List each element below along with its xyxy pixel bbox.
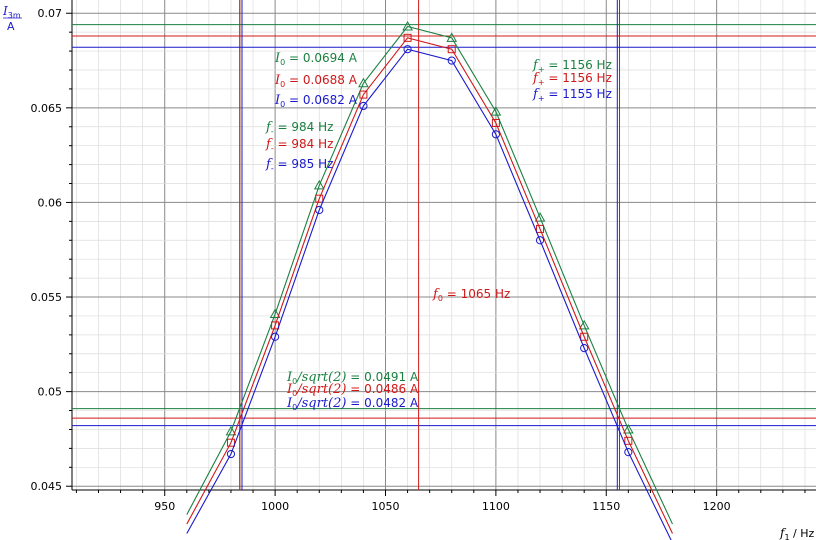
- data-point: [491, 130, 500, 139]
- data-point: [403, 33, 412, 42]
- svg-text:f1 / Hz: f1 / Hz: [779, 526, 815, 540]
- data-point: [447, 45, 456, 54]
- data-point: [446, 32, 458, 42]
- data-point: [578, 319, 590, 330]
- x-axis-label: f1 / Hz: [779, 526, 815, 540]
- i0-annotation: I0 = 0.0688 A: [274, 73, 358, 89]
- tick-labels: 950 1000 1050 1100 1150 1200 0.045 0.05 0.055 0.0…: [31, 7, 731, 513]
- data-point: [359, 101, 368, 111]
- x-tick-label: 1100: [482, 500, 510, 513]
- x-tick-label: 950: [154, 500, 175, 513]
- y-tick-label: 0.045: [31, 480, 63, 493]
- x-tick-label: 1000: [261, 500, 289, 513]
- x-tick-label: 1200: [703, 500, 731, 513]
- svg-text:I3m: I3m: [2, 4, 21, 20]
- series-group: [186, 20, 673, 525]
- i0-annotation: I0 = 0.0682 A: [274, 93, 358, 109]
- i0-sqrt2-annotation: I0/sqrt(2) = 0.0482 A: [286, 396, 419, 412]
- data-point: [226, 438, 235, 447]
- y-tick-label: 0.07: [38, 7, 63, 20]
- data-point: [535, 236, 545, 245]
- data-point: [402, 20, 413, 31]
- i0-annotation: I0 = 0.0694 A: [274, 51, 358, 67]
- y-axis-label: I3m A: [2, 4, 22, 33]
- f0-annotation: f0 = 1065 Hz: [432, 287, 510, 303]
- f-plus-annotation: f+ = 1156 Hz: [532, 58, 612, 74]
- data-point: [490, 106, 502, 116]
- axes: [66, 0, 816, 496]
- f-minus-annotation: f- = 985 Hz: [265, 157, 333, 173]
- data-point: [536, 224, 545, 233]
- data-point: [271, 332, 280, 341]
- data-point: [624, 436, 633, 445]
- data-point: [269, 308, 281, 319]
- f-minus-annotation: f- = 984 Hz: [265, 137, 333, 153]
- f-plus-annotation: f+ = 1156 Hz: [532, 71, 612, 87]
- series: [186, 20, 673, 540]
- data-point: [491, 118, 500, 127]
- data-point: [447, 56, 456, 65]
- series-group: [186, 45, 672, 540]
- f-plus-annotation: f+ = 1155 Hz: [532, 87, 612, 103]
- data-point: [225, 425, 237, 436]
- f-minus-annotation: f- = 984 Hz: [265, 120, 333, 136]
- data-point: [403, 45, 412, 54]
- y-tick-label: 0.055: [31, 291, 63, 304]
- data-point: [622, 423, 634, 434]
- data-point: [359, 90, 368, 99]
- data-point: [226, 449, 236, 459]
- y-tick-label: 0.065: [31, 102, 63, 115]
- data-point: [315, 194, 324, 203]
- data-point: [580, 344, 589, 353]
- series-group: [186, 33, 673, 534]
- i0-sqrt2-annotation: I0/sqrt(2) = 0.0491 A: [286, 370, 419, 386]
- data-point: [313, 179, 325, 190]
- data-point: [580, 332, 589, 341]
- i0-sqrt2-annotation: I0/sqrt(2) = 0.0486 A: [286, 382, 419, 398]
- series-line: [186, 37, 673, 534]
- x-tick-label: 1150: [592, 500, 620, 513]
- annotations: I0 = 0.0694 A f- = 984 Hz f+ = 1156 Hz I0/s…: [265, 51, 612, 412]
- series-line: [186, 48, 672, 540]
- data-point: [315, 205, 324, 215]
- y-tick-label: 0.05: [38, 386, 63, 399]
- grid: [72, 0, 816, 490]
- svg-text:A: A: [7, 20, 15, 33]
- series-line: [186, 25, 673, 525]
- x-tick-label: 1050: [371, 500, 399, 513]
- reference-lines: [72, 0, 816, 490]
- data-point: [624, 448, 633, 457]
- data-point: [358, 77, 369, 88]
- data-point: [534, 212, 546, 222]
- y-tick-label: 0.06: [38, 196, 63, 209]
